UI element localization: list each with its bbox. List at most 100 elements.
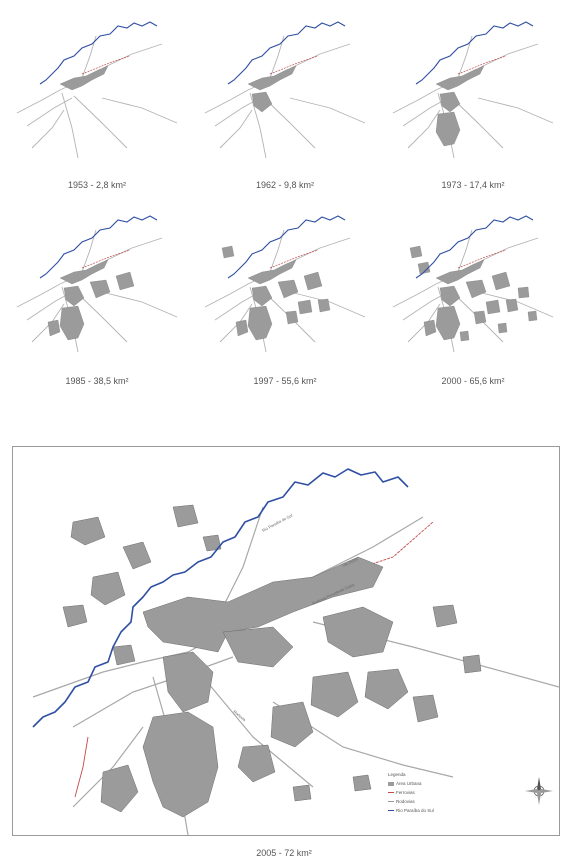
map-1997-caption: 1997 - 55,6 km² xyxy=(253,376,317,386)
urban-area xyxy=(497,322,508,334)
map-2000-caption: 2000 - 65,6 km² xyxy=(441,376,505,386)
road xyxy=(477,97,554,124)
road xyxy=(26,97,73,127)
river-paraiba xyxy=(415,215,534,279)
railway-line-south xyxy=(74,736,89,798)
legend-swatch-roads xyxy=(388,801,394,802)
urban-area xyxy=(247,65,297,91)
map-1973-caption: 1973 - 17,4 km² xyxy=(441,180,505,190)
map-1997-figure xyxy=(204,215,366,353)
road xyxy=(101,97,178,124)
road xyxy=(407,109,441,149)
roads-layer xyxy=(204,35,366,159)
urban-area xyxy=(417,261,431,275)
compass-rose-icon xyxy=(524,776,554,806)
urban-area xyxy=(247,259,297,285)
urban-area xyxy=(63,285,85,307)
legend-title: Legenda xyxy=(388,772,406,777)
road xyxy=(73,289,128,343)
urban-area-layer xyxy=(409,245,538,342)
urban-area xyxy=(435,259,485,285)
railway-line xyxy=(269,55,319,75)
legend-swatch-rail xyxy=(388,792,394,793)
river-paraiba xyxy=(39,215,158,279)
legend-item-rail: Ferrovias xyxy=(388,788,498,797)
map-1953-figure xyxy=(16,21,178,159)
map-1953-caption: 1953 - 2,8 km² xyxy=(67,180,127,190)
map-1985-caption: 1985 - 38,5 km² xyxy=(65,376,129,386)
urban-area xyxy=(59,65,109,91)
urban-area-layer xyxy=(247,65,297,113)
urban-area xyxy=(439,91,461,113)
urban-area-layer xyxy=(62,504,482,818)
road xyxy=(449,95,504,149)
railway-line xyxy=(269,249,319,269)
road xyxy=(249,92,267,159)
urban-area xyxy=(115,271,135,291)
urban-area-layer xyxy=(221,245,331,341)
urban-area xyxy=(251,91,273,113)
legend-swatch-river xyxy=(388,810,394,811)
map-2000-figure xyxy=(392,215,554,353)
urban-area xyxy=(89,279,111,299)
map-1973-figure xyxy=(392,21,554,159)
railway-line xyxy=(81,55,131,75)
legend-label-rail: Ferrovias xyxy=(396,790,415,795)
legend-swatch-urban xyxy=(388,781,394,786)
legend-item-river: Rio Paraíba do Sul xyxy=(388,806,498,815)
urban-area xyxy=(505,298,519,313)
map-1962-caption: 1962 - 9,8 km² xyxy=(255,180,315,190)
river-paraiba xyxy=(227,215,346,279)
road xyxy=(73,95,128,149)
urban-area xyxy=(473,310,487,325)
urban-area xyxy=(439,285,461,307)
river-paraiba xyxy=(39,21,158,85)
urban-area xyxy=(317,298,331,313)
legend-label-roads: Rodovias xyxy=(396,799,415,804)
urban-area xyxy=(435,111,461,147)
legend-item-roads: Rodovias xyxy=(388,797,498,806)
road xyxy=(289,291,366,318)
urban-area xyxy=(251,285,273,307)
legend-label-river: Rio Paraíba do Sul xyxy=(396,808,434,813)
urban-area xyxy=(303,271,323,291)
urban-area xyxy=(435,305,461,341)
roads-layer xyxy=(392,35,554,159)
river-paraiba xyxy=(32,468,409,728)
urban-area xyxy=(59,305,85,341)
urban-area xyxy=(527,310,538,322)
map-2005-caption: 2005 - 72 km² xyxy=(256,848,312,858)
road xyxy=(61,92,79,159)
map-1997 xyxy=(200,212,370,362)
map-1953 xyxy=(12,18,182,168)
road xyxy=(261,95,316,149)
urban-area xyxy=(47,319,61,337)
urban-area xyxy=(435,65,485,91)
legend-label-urban: Área Urbana xyxy=(396,781,422,786)
urban-area xyxy=(221,245,235,259)
railway-line xyxy=(457,55,507,75)
urban-area xyxy=(485,299,501,315)
legend-item-urban: Área Urbana xyxy=(388,779,498,788)
road xyxy=(31,109,65,149)
map-1962 xyxy=(200,18,370,168)
urban-area xyxy=(423,319,437,337)
road xyxy=(289,97,366,124)
urban-area xyxy=(465,279,487,299)
road xyxy=(477,291,554,318)
urban-area xyxy=(409,245,423,259)
river-paraiba xyxy=(227,21,346,85)
map-1973 xyxy=(388,18,558,168)
map-1985 xyxy=(12,212,182,362)
map-2005-frame: Rio Paraíba do Sul Rodovia Presidente Du… xyxy=(12,446,560,836)
urban-area xyxy=(247,305,273,341)
urban-area-layer xyxy=(59,65,109,91)
road-label-river: Rio Paraíba do Sul xyxy=(261,513,293,533)
urban-area-layer xyxy=(435,65,485,147)
roads-layer xyxy=(16,35,178,159)
map-2000 xyxy=(388,212,558,362)
urban-area xyxy=(59,259,109,285)
road xyxy=(219,109,253,149)
urban-area xyxy=(277,279,299,299)
urban-area-layer xyxy=(47,259,135,341)
